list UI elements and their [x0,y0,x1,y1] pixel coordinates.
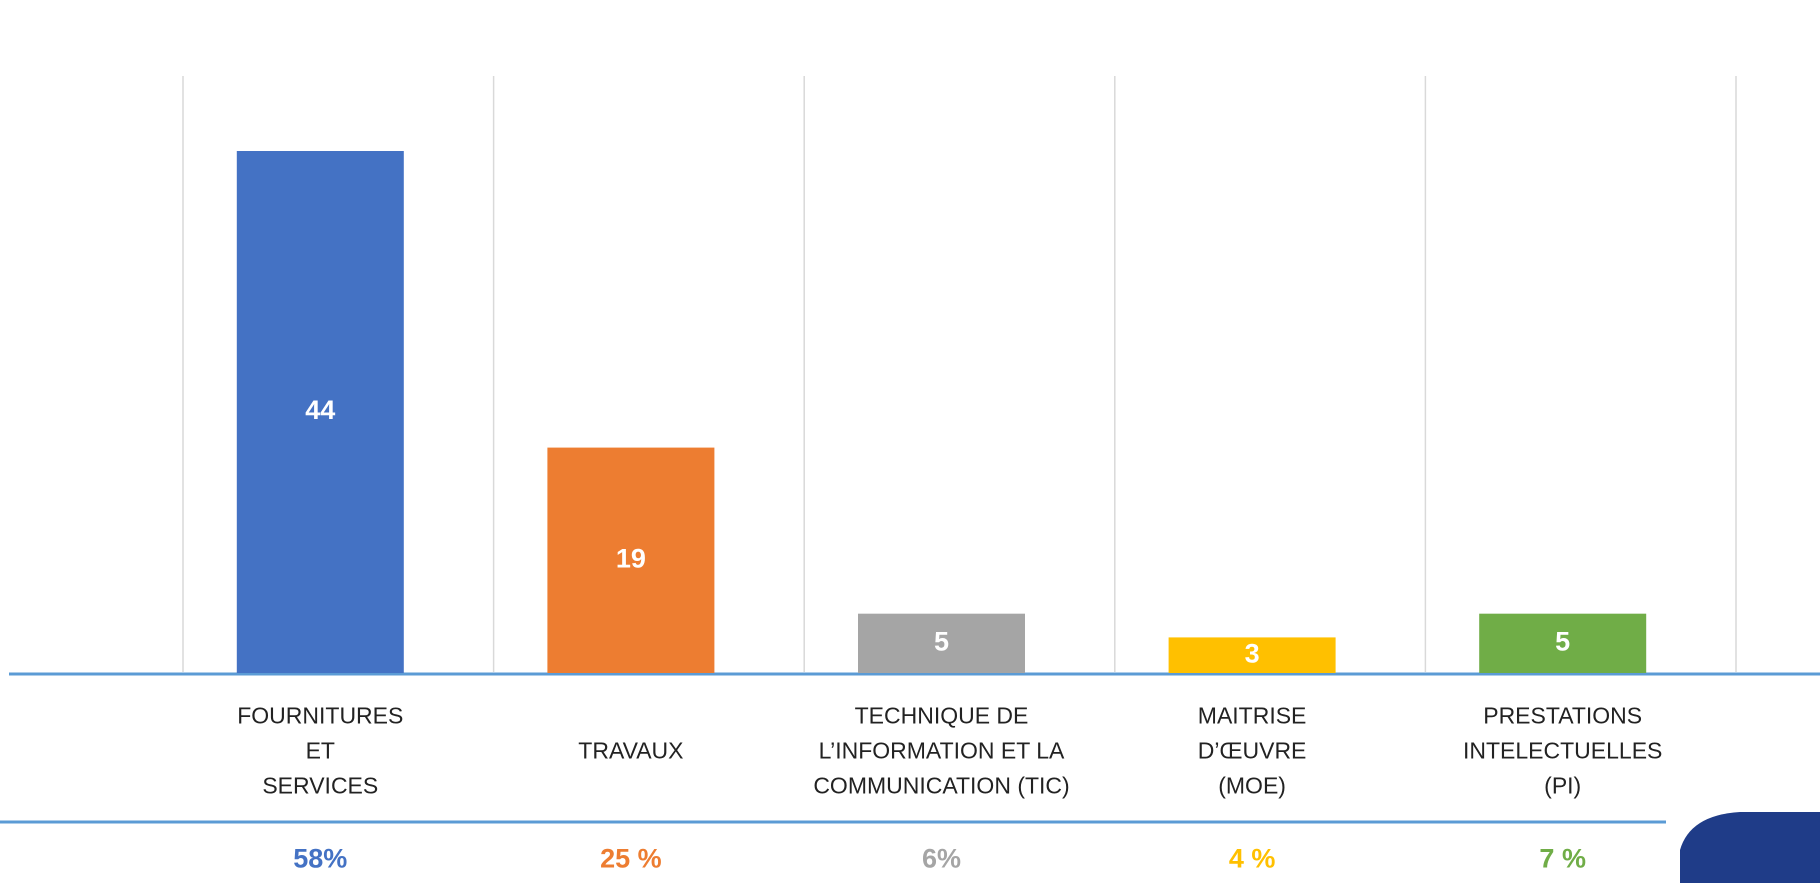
bar [858,613,1025,673]
share-label: 25 % [600,843,662,874]
category-label: TRAVAUX [578,737,684,764]
share-label: 6% [921,843,962,874]
share-label: 4 % [1228,843,1276,874]
bar [1168,637,1336,673]
category-label: MAITRISE D’ŒUVRE (MOE) [1197,702,1307,799]
category-label: FOURNITURES ET SERVICES [237,702,404,799]
bar [236,151,404,673]
category-label: PRESTATIONS INTELECTUELLES (PI) [1462,702,1663,799]
share-label: 58% [293,843,348,874]
logo [1680,812,1820,883]
value-label: 5 [934,626,949,656]
share-label: 7 % [1539,843,1586,874]
value-label: 3 [1245,638,1260,668]
bar [547,447,715,673]
value-label: 44 [305,395,335,425]
category-label: TECHNIQUE DE L’INFORMATION ET LA COMMUNI… [813,702,1070,799]
value-label: 19 [616,543,646,573]
bar [1479,613,1647,673]
value-label: 5 [1555,626,1570,656]
